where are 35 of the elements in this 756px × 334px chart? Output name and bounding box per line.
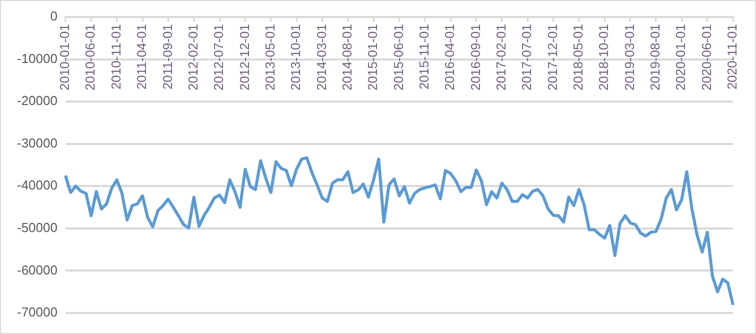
- y-tick-label: -70000: [16, 304, 58, 320]
- x-tick-label: 2011-09-01: [160, 24, 175, 90]
- x-tick-label: 2016-04-01: [442, 24, 458, 90]
- y-tick-label: 0: [50, 8, 58, 24]
- x-tick-label: 2013-05-01: [262, 24, 278, 90]
- x-tick-label: 2015-01-01: [365, 24, 380, 90]
- x-tick-label: 2010-06-01: [82, 24, 98, 90]
- x-tick-label: 2013-10-01: [288, 24, 304, 90]
- x-tick-label: 2014-03-01: [314, 24, 329, 90]
- x-tick-label: 2015-06-01: [390, 24, 406, 90]
- y-tick-label: -60000: [16, 262, 58, 278]
- x-tick-label: 2016-09-01: [468, 24, 483, 90]
- x-tick-label: 2017-02-01: [494, 24, 509, 90]
- x-tick-label: 2019-08-01: [648, 24, 663, 90]
- x-tick-label: 2014-08-01: [339, 24, 354, 90]
- x-tick-label: 2010-11-01: [108, 24, 124, 90]
- y-tick-label: -20000: [16, 93, 58, 108]
- x-tick-label: 2020-01-01: [673, 24, 688, 90]
- y-tick-label: -40000: [16, 178, 58, 193]
- x-tick-label: 2018-10-01: [596, 24, 612, 90]
- x-tick-label: 2017-12-01: [544, 24, 560, 90]
- y-tick-label: -50000: [16, 220, 58, 236]
- x-tick-label: 2011-04-01: [134, 24, 150, 90]
- x-tick-label: 2020-06-01: [698, 24, 714, 90]
- x-tick-label: 2019-03-01: [622, 24, 637, 90]
- x-tick-label: 2020-11-01: [724, 24, 740, 90]
- x-tick-label: 2018-05-01: [570, 24, 586, 90]
- y-tick-label: -10000: [16, 50, 58, 66]
- y-tick-label: -30000: [16, 135, 58, 150]
- x-tick-label: 2012-02-01: [185, 24, 200, 90]
- x-tick-label: 2015-11-01: [416, 24, 432, 90]
- x-tick-label: 2010-01-01: [57, 24, 72, 90]
- x-tick-label: 2017-07-01: [519, 24, 534, 90]
- x-tick-label: 2012-07-01: [211, 24, 226, 90]
- x-tick-label: 2012-12-01: [236, 24, 252, 90]
